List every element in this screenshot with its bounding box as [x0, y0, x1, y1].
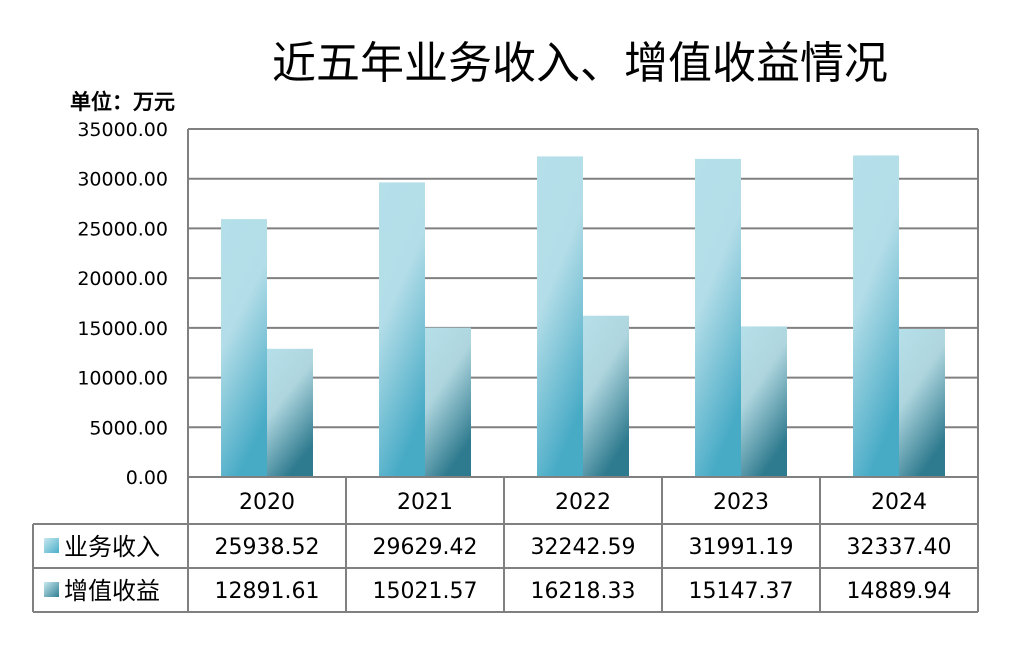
series-name: 业务收入	[64, 533, 160, 561]
y-tick-label: 5000.00	[89, 417, 168, 439]
bar-series-2	[583, 315, 629, 477]
bar-series-2	[741, 326, 787, 477]
chart-title: 近五年业务收入、增值收益情况	[272, 38, 888, 89]
y-axis-ticks: 0.00 5000.00 10000.00 15000.00 20000.00 25000…	[77, 119, 168, 489]
x-category-label: 2024	[871, 490, 927, 515]
data-table: 2020 2021 2022 2023 2024 业务收入 25938.52 29629.42…	[32, 476, 979, 613]
table-cell: 12891.61	[215, 579, 320, 604]
x-category-label: 2023	[713, 490, 769, 515]
unit-label: 单位：万元	[70, 90, 175, 114]
bar-series-2	[267, 348, 313, 477]
legend-key	[44, 582, 59, 597]
legend-key	[44, 538, 59, 553]
bar-series-1	[379, 182, 425, 477]
bar-series-1	[537, 156, 583, 477]
table-cell: 14889.94	[847, 579, 952, 604]
table-cell: 15147.37	[689, 579, 794, 604]
bar-series-2	[425, 327, 471, 477]
table-cell: 29629.42	[373, 535, 478, 560]
y-tick-label: 20000.00	[77, 268, 168, 290]
table-cell: 31991.19	[689, 535, 794, 560]
y-tick-label: 30000.00	[77, 169, 168, 191]
bars	[221, 155, 945, 478]
y-tick-label: 10000.00	[77, 368, 168, 390]
bar-series-2	[899, 328, 945, 477]
bar-series-1	[695, 158, 741, 477]
y-tick-label: 0.00	[126, 467, 168, 489]
table-cell: 16218.33	[531, 579, 636, 604]
table-cell: 25938.52	[215, 535, 320, 560]
series-name: 增值收益	[64, 577, 160, 605]
x-category-label: 2020	[239, 490, 295, 515]
x-category-label: 2021	[397, 490, 453, 515]
table-cell: 32337.40	[847, 535, 952, 560]
table-cell: 32242.59	[531, 535, 636, 560]
y-tick-label: 25000.00	[77, 218, 168, 240]
table-cell: 15021.57	[373, 579, 478, 604]
y-tick-label: 15000.00	[77, 318, 168, 340]
x-category-label: 2022	[555, 490, 611, 515]
y-tick-label: 35000.00	[77, 119, 168, 141]
bar-series-1	[853, 155, 899, 477]
bar-series-1	[221, 219, 267, 478]
